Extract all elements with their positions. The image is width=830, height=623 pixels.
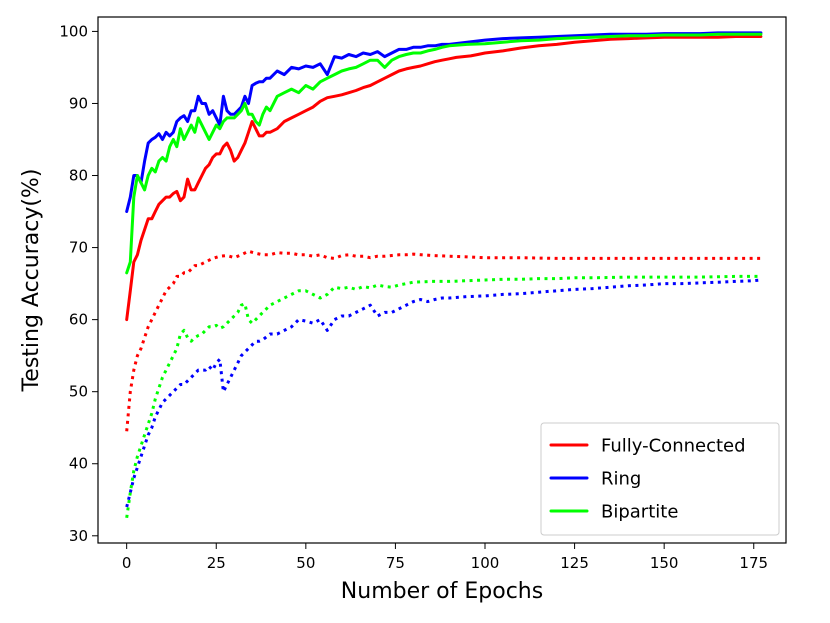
legend-label: Bipartite [601,502,678,523]
x-tick-label: 0 [122,554,132,572]
series-line-fully-connected-dotted [125,249,761,432]
y-tick-label: 70 [69,239,88,257]
y-tick-label: 60 [69,311,88,329]
series-line-bipartite-solid [125,32,763,275]
series-line-ring-solid [125,31,763,213]
legend-items: Fully-Connected Ring Bipartite [549,436,746,523]
plot-frame [97,16,787,544]
legend: Fully-Connected Ring Bipartite [540,422,780,536]
x-tick-label: 75 [386,554,405,572]
y-axis-ticks: 30 40 50 60 70 80 90 100 [59,22,98,545]
y-tick-label: 50 [69,383,88,401]
x-tick-label: 125 [560,554,589,572]
y-tick-label: 30 [69,527,88,545]
x-axis-label: Number of Epochs [341,579,543,604]
y-tick-label: 80 [69,167,88,185]
legend-label: Ring [601,469,641,490]
series-line-fully-connected-solid [125,35,763,322]
y-axis-label: Testing Accuracy(%) [19,169,44,393]
y-tick-label: 40 [69,455,88,473]
y-tick-label: 100 [59,22,88,40]
legend-box [540,422,780,536]
series-line-ring-dotted [125,278,762,508]
x-tick-label: 50 [296,554,315,572]
legend-label: Fully-Connected [601,436,746,457]
series-line-bipartite-dotted [125,274,761,519]
x-tick-label: 100 [471,554,500,572]
series-layer [125,31,763,519]
x-tick-label: 25 [207,554,226,572]
x-tick-label: 150 [650,554,679,572]
x-axis-ticks: 0 25 50 75 100 125 150 175 [122,543,768,572]
x-tick-label: 175 [739,554,768,572]
y-tick-label: 90 [69,94,88,112]
